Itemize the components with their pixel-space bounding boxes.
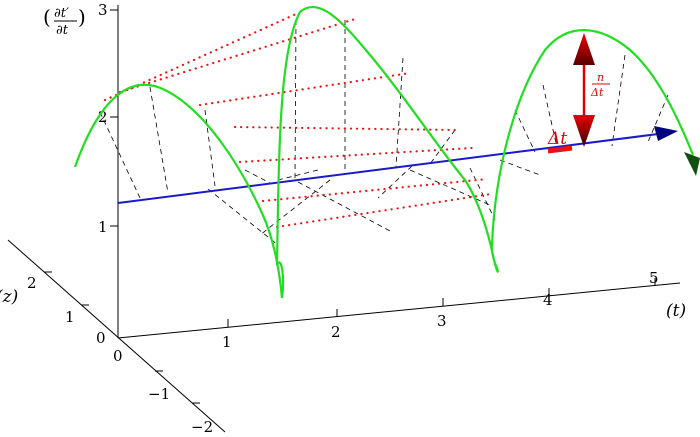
vertical-tick-2: 2 <box>98 108 108 126</box>
time-tick-4: 4 <box>543 291 553 309</box>
tick-labels: 3 2 1 0 1 2 3 4 5 2 1 0 −1 −2 <box>27 1 659 436</box>
dashed-construction-lines <box>99 19 669 246</box>
time-axis-label: (t) <box>666 301 686 321</box>
arrow-head-up <box>573 33 595 65</box>
time-tick-0: 0 <box>113 347 123 365</box>
time-vector <box>117 126 678 204</box>
curve-end-arrowhead <box>684 152 700 176</box>
delta-t-marker: Δt <box>547 129 573 154</box>
depth-tick-minus-1: −1 <box>148 385 170 403</box>
time-axis <box>117 282 681 339</box>
fraction-label: n Δt <box>590 71 610 99</box>
tick-marks <box>44 9 656 404</box>
time-vector-line <box>117 133 659 204</box>
time-tick-2: 2 <box>331 323 341 341</box>
vertical-axis-label-denominator: ∂t <box>56 23 69 38</box>
vertical-tick-3: 3 <box>98 1 108 19</box>
delta-t-label: Δt <box>547 129 567 149</box>
axes <box>7 5 681 433</box>
time-tick-3: 3 <box>437 312 447 330</box>
time-vector-arrowhead <box>654 126 678 141</box>
arrow-head-down <box>573 115 595 147</box>
vertical-axis-label-close: ) <box>78 5 86 29</box>
depth-tick-1: 1 <box>65 308 75 326</box>
fraction-denominator: Δt <box>590 86 604 99</box>
time-tick-1: 1 <box>222 333 232 351</box>
depth-axis-label: (z) <box>0 287 18 307</box>
depth-tick-0: 0 <box>96 329 106 347</box>
vertical-tick-1: 1 <box>98 218 108 236</box>
time-tick-5: 5 <box>649 269 659 287</box>
fraction-numerator: n <box>597 71 604 84</box>
dotted-connector-lines <box>103 12 493 229</box>
vertical-axis-label-numerator: ∂t′ <box>54 6 69 21</box>
n-over-delta-t-arrow <box>573 33 595 147</box>
depth-tick-minus-2: −2 <box>191 418 213 436</box>
axis-labels: ( ∂t′ ∂t ) (t) (z) <box>0 5 686 321</box>
worldline-curve <box>73 6 695 299</box>
depth-tick-2: 2 <box>27 274 37 292</box>
vertical-axis-label-open: ( <box>43 5 51 29</box>
